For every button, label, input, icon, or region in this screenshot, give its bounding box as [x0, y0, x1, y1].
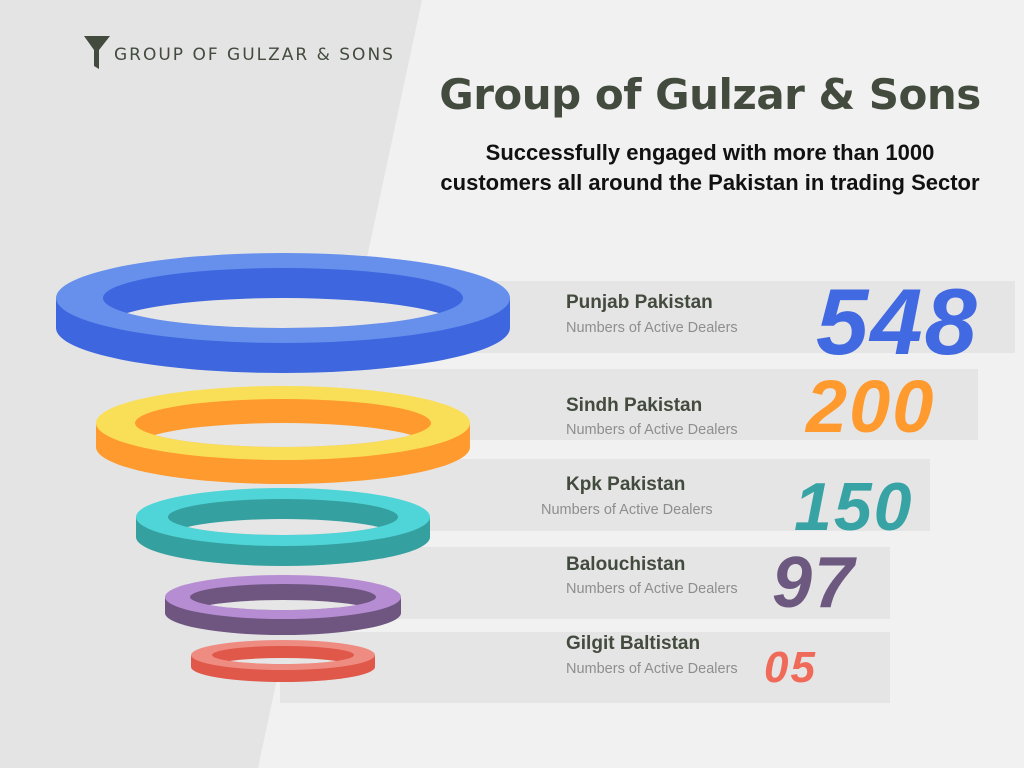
brand: GROUP OF GULZAR & SONS	[84, 36, 395, 70]
ring-hole	[168, 519, 398, 535]
brand-name: GROUP OF GULZAR & SONS	[114, 45, 395, 65]
funnel-icon	[84, 36, 110, 69]
region-panel-gilgit	[280, 632, 890, 703]
region-name: Punjab Pakistan	[566, 292, 713, 313]
region-caption: Numbers of Active Dealers	[566, 320, 738, 336]
funnel-ring-1	[56, 253, 510, 373]
funnel-ring-2	[96, 386, 470, 484]
funnel-ring-4	[165, 575, 401, 635]
page-title: Group of Gulzar & Sons	[439, 70, 981, 119]
funnel-ring-5	[191, 640, 375, 682]
region-caption: Numbers of Active Dealers	[566, 422, 738, 438]
ring-hole	[212, 658, 354, 664]
page-subtitle: Successfully engaged with more than 1000…	[440, 140, 980, 195]
funnel-ring-3	[136, 488, 430, 566]
region-caption: Numbers of Active Dealers	[566, 581, 738, 597]
region-name: Kpk Pakistan	[566, 474, 686, 495]
region-name: Balouchistan	[566, 554, 686, 575]
background-diagonal-panel	[0, 0, 422, 768]
region-value: 150	[794, 469, 914, 545]
ring-hole	[103, 298, 463, 328]
region-caption: Numbers of Active Dealers	[566, 661, 738, 677]
region-caption: Numbers of Active Dealers	[541, 502, 713, 518]
region-value: 97	[772, 543, 857, 623]
region-value: 05	[764, 643, 817, 692]
region-name: Sindh Pakistan	[566, 395, 703, 416]
region-name: Gilgit Baltistan	[566, 633, 701, 654]
region-value: 548	[816, 269, 979, 374]
region-value: 200	[806, 365, 936, 448]
ring-hole	[190, 600, 376, 610]
ring-hole	[135, 423, 431, 447]
